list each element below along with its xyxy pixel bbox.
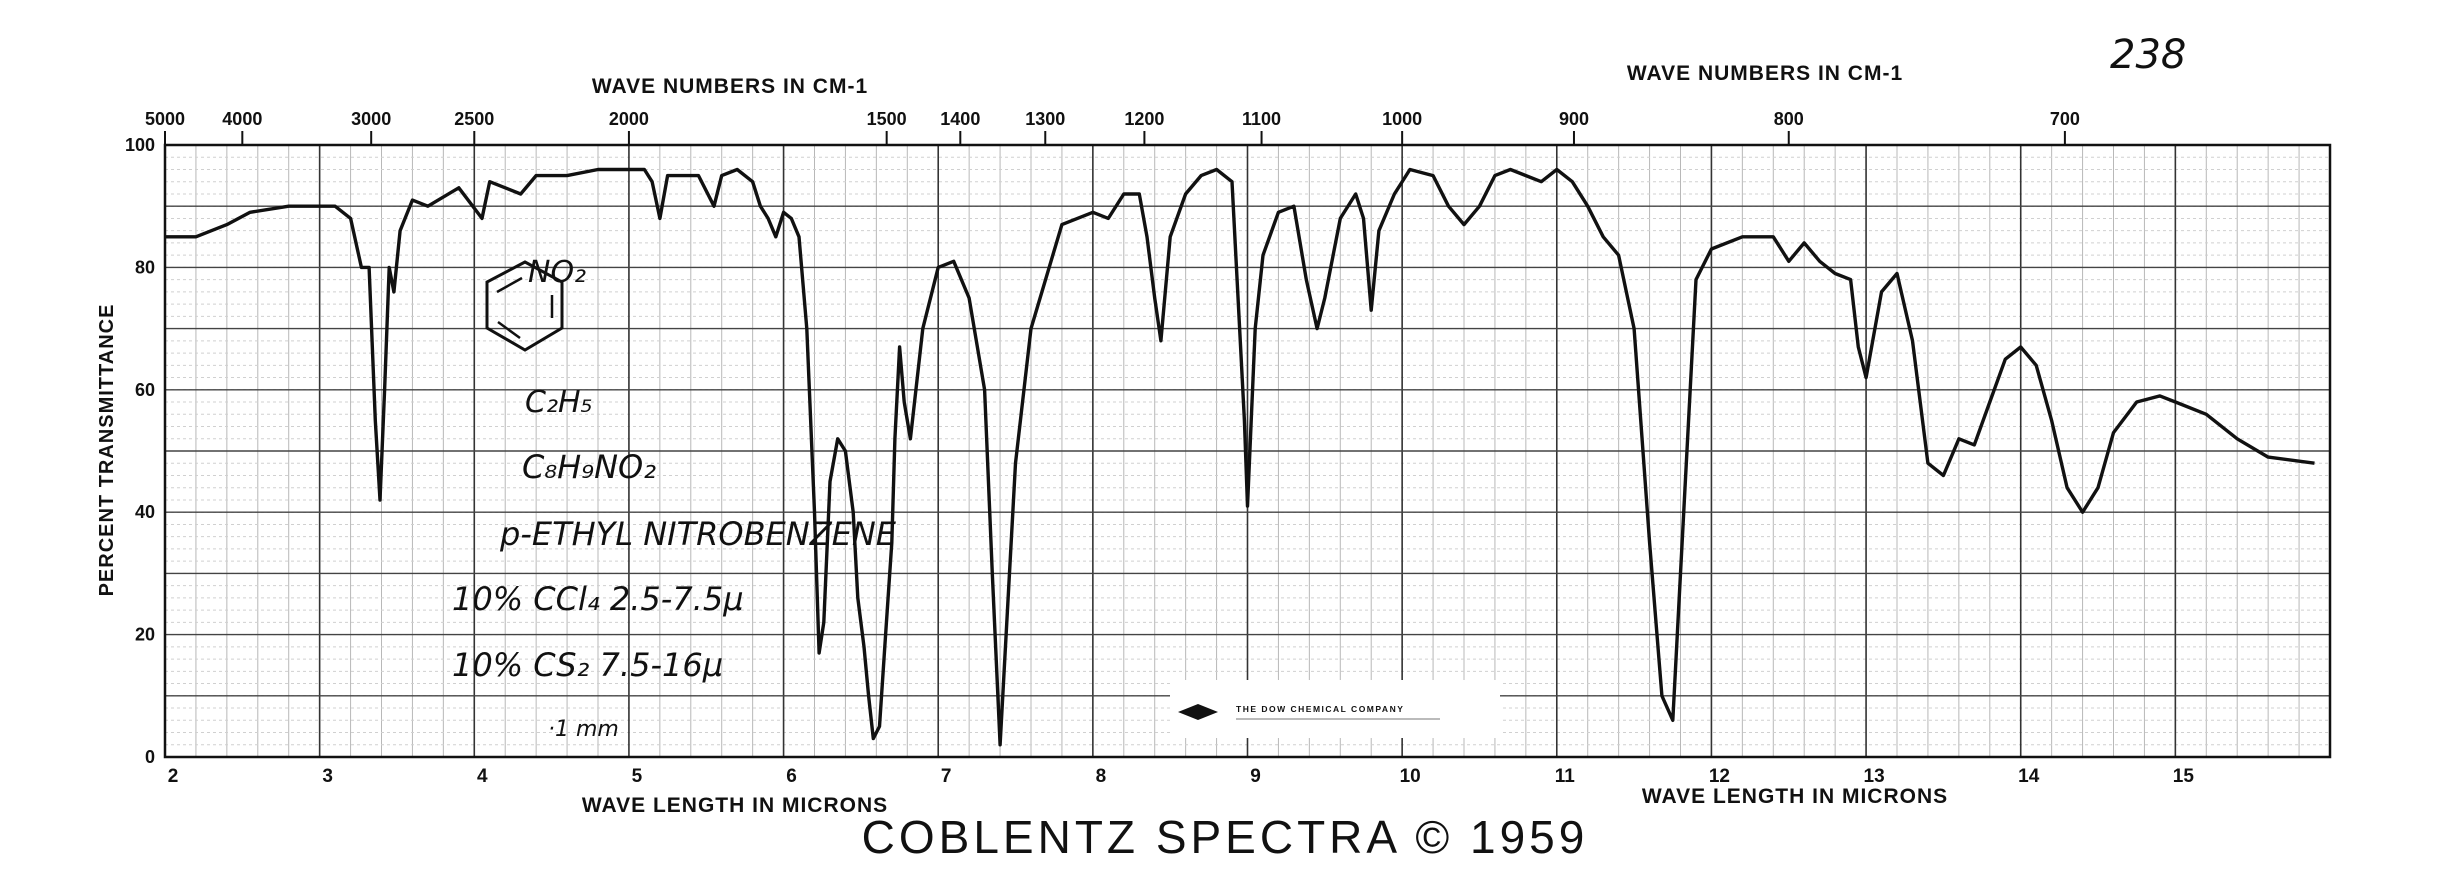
micron-tick-label: 14	[2018, 766, 2040, 787]
y-axis-title: PERCENT TRANSMITTANCE	[96, 304, 118, 597]
wavenumber-tick-label: 3000	[351, 109, 391, 129]
micron-tick-label: 10	[1400, 766, 1421, 787]
transmittance-tick-label: 0	[145, 747, 155, 767]
micron-tick-label: 4	[477, 766, 488, 787]
wavenumber-tick-label: 5000	[145, 109, 185, 129]
caption: COBLENTZ SPECTRA © 1959	[861, 811, 1589, 863]
micron-tick-label: 8	[1096, 766, 1107, 787]
micron-tick-label: 9	[1250, 766, 1261, 787]
solvent-note-2: 10% CS₂ 7.5-16μ	[452, 646, 723, 684]
micron-tick-label: 5	[632, 766, 643, 787]
transmittance-tick-label: 60	[135, 380, 155, 400]
micron-tick-label: 15	[2173, 766, 2195, 787]
micron-tick-label: 6	[786, 766, 797, 787]
micron-axis: 2 3 4 5 6 7 8 9 10 11 12 13 14 15	[168, 766, 2195, 787]
ring-double-bond	[497, 320, 521, 340]
company-label: THE DOW CHEMICAL COMPANY	[1170, 680, 1500, 738]
substituent-nitro: NO₂	[528, 255, 586, 290]
micron-tick-label: 7	[941, 766, 952, 787]
wavenumber-tick-label: 700	[2050, 109, 2080, 129]
wavenumber-tick-label: 1200	[1124, 109, 1164, 129]
transmittance-tick-label: 100	[125, 135, 155, 155]
company-label-box	[1170, 680, 1500, 738]
compound-name: p-ETHYL NITROBENZENE	[499, 515, 897, 553]
bottom-axis-title-left: WAVE LENGTH IN MICRONS	[582, 794, 888, 817]
top-axis-title-right: WAVE NUMBERS IN CM-1	[1627, 62, 1903, 85]
spectrum-line	[165, 167, 2315, 747]
wavenumber-tick-label: 2000	[609, 109, 649, 129]
transmittance-tick-label: 80	[135, 257, 155, 277]
transmittance-tick-label: 20	[135, 625, 155, 645]
substituent-ethyl: C₂H₅	[525, 385, 593, 420]
wavenumber-tick-label: 1400	[940, 109, 980, 129]
plot-frame	[163, 143, 2332, 759]
solvent-note-1: 10% CCl₄ 2.5-7.5μ	[452, 580, 744, 618]
transmittance-tick-label: 40	[135, 502, 155, 522]
micron-tick-label: 13	[1864, 766, 1885, 787]
wavenumber-tick-label: 4000	[222, 109, 262, 129]
wavenumber-axis: 5000 4000 3000 2500 2000 1500 1400 1300 1200 1100…	[145, 109, 2080, 145]
wavenumber-tick-label: 1300	[1025, 109, 1065, 129]
ring-double-bond	[496, 276, 523, 294]
cell-path-note: ·1 mm	[548, 717, 619, 742]
wavenumber-tick-label: 2500	[454, 109, 494, 129]
wavenumber-tick-label: 900	[1559, 109, 1589, 129]
page-number: 238	[2110, 32, 2186, 78]
micron-tick-label: 2	[168, 766, 179, 787]
micron-tick-label: 11	[1555, 766, 1576, 787]
wavenumber-tick-label: 800	[1774, 109, 1804, 129]
bottom-axis-title-right: WAVE LENGTH IN MICRONS	[1642, 785, 1948, 808]
molecular-formula: C₈H₉NO₂	[522, 448, 656, 486]
company-name: THE DOW CHEMICAL COMPANY	[1236, 704, 1404, 714]
micron-tick-label: 12	[1709, 766, 1730, 787]
top-axis-title-left: WAVE NUMBERS IN CM-1	[592, 75, 868, 98]
benzene-ring	[485, 260, 564, 352]
wavenumber-tick-label: 1000	[1382, 109, 1422, 129]
transmittance-axis: 0 20 40 60 80 100	[125, 135, 155, 767]
company-logo-diamond	[1178, 704, 1218, 720]
benzene-ring-structure	[485, 260, 564, 352]
wavenumber-tick-label: 1500	[867, 109, 907, 129]
micron-tick-label: 3	[322, 766, 333, 787]
wavenumber-tick-label: 1100	[1242, 109, 1281, 129]
